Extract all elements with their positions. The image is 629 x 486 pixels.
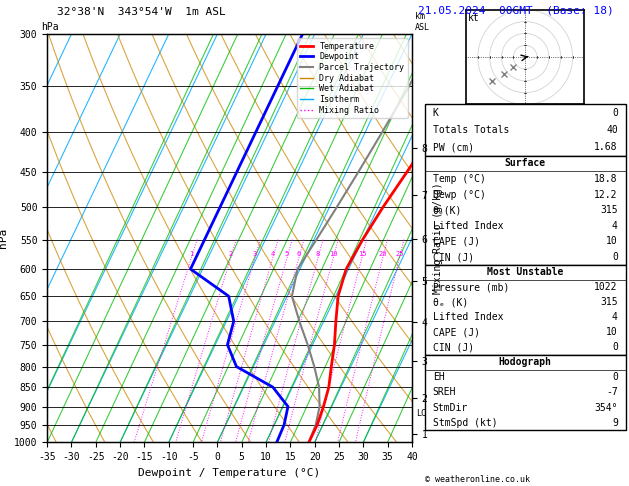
Text: CAPE (J): CAPE (J) [433,327,480,337]
Text: 9: 9 [612,417,618,428]
Legend: Temperature, Dewpoint, Parcel Trajectory, Dry Adiabat, Wet Adiabat, Isotherm, Mi: Temperature, Dewpoint, Parcel Trajectory… [297,38,408,118]
Text: 10: 10 [606,236,618,246]
Text: Hodograph: Hodograph [499,357,552,367]
Text: 40: 40 [606,125,618,135]
Text: 21.05.2024  00GMT  (Base: 18): 21.05.2024 00GMT (Base: 18) [418,5,614,16]
Text: SREH: SREH [433,387,456,398]
Text: 15: 15 [358,251,366,257]
Text: 2: 2 [228,251,233,257]
Text: Surface: Surface [504,158,546,168]
Text: 10: 10 [329,251,338,257]
Text: Dewp (°C): Dewp (°C) [433,190,486,200]
Text: PW (cm): PW (cm) [433,142,474,152]
Text: © weatheronline.co.uk: © weatheronline.co.uk [425,474,530,484]
Text: Lifted Index: Lifted Index [433,221,503,231]
Text: 32°38'N  343°54'W  1m ASL: 32°38'N 343°54'W 1m ASL [57,7,225,17]
Text: 1: 1 [189,251,194,257]
Text: StmSpd (kt): StmSpd (kt) [433,417,498,428]
Text: Lifted Index: Lifted Index [433,312,503,322]
Text: 10: 10 [606,327,618,337]
Text: -7: -7 [606,387,618,398]
Text: 25: 25 [395,251,404,257]
Text: 4: 4 [612,221,618,231]
Text: 1.68: 1.68 [594,142,618,152]
Text: StmDir: StmDir [433,402,468,413]
Text: 20: 20 [379,251,387,257]
Text: km
ASL: km ASL [415,12,430,32]
Text: θₑ (K): θₑ (K) [433,297,468,307]
Text: 0: 0 [612,252,618,262]
Text: CAPE (J): CAPE (J) [433,236,480,246]
Text: LCL: LCL [416,410,431,418]
Text: 3: 3 [253,251,257,257]
Y-axis label: Mixing Ratio (g/kg): Mixing Ratio (g/kg) [433,182,443,294]
Text: 5: 5 [285,251,289,257]
Text: Totals Totals: Totals Totals [433,125,509,135]
Text: CIN (J): CIN (J) [433,252,474,262]
Text: 1022: 1022 [594,282,618,293]
Text: 0: 0 [612,372,618,382]
Text: 315: 315 [600,297,618,307]
Text: 4: 4 [270,251,275,257]
X-axis label: Dewpoint / Temperature (°C): Dewpoint / Temperature (°C) [138,468,321,478]
Text: θₑ(K): θₑ(K) [433,205,462,215]
Text: Pressure (mb): Pressure (mb) [433,282,509,293]
Text: 4: 4 [612,312,618,322]
Text: Temp (°C): Temp (°C) [433,174,486,184]
Text: hPa: hPa [41,21,58,32]
Text: 18.8: 18.8 [594,174,618,184]
Text: 0: 0 [612,342,618,352]
Text: CIN (J): CIN (J) [433,342,474,352]
Y-axis label: hPa: hPa [0,228,8,248]
Text: K: K [433,108,438,118]
Text: 8: 8 [316,251,320,257]
Text: 12.2: 12.2 [594,190,618,200]
Text: EH: EH [433,372,444,382]
Text: 354°: 354° [594,402,618,413]
Text: 6: 6 [297,251,301,257]
Text: Most Unstable: Most Unstable [487,267,564,278]
Text: 0: 0 [612,108,618,118]
Text: kt: kt [469,13,480,22]
Text: 315: 315 [600,205,618,215]
